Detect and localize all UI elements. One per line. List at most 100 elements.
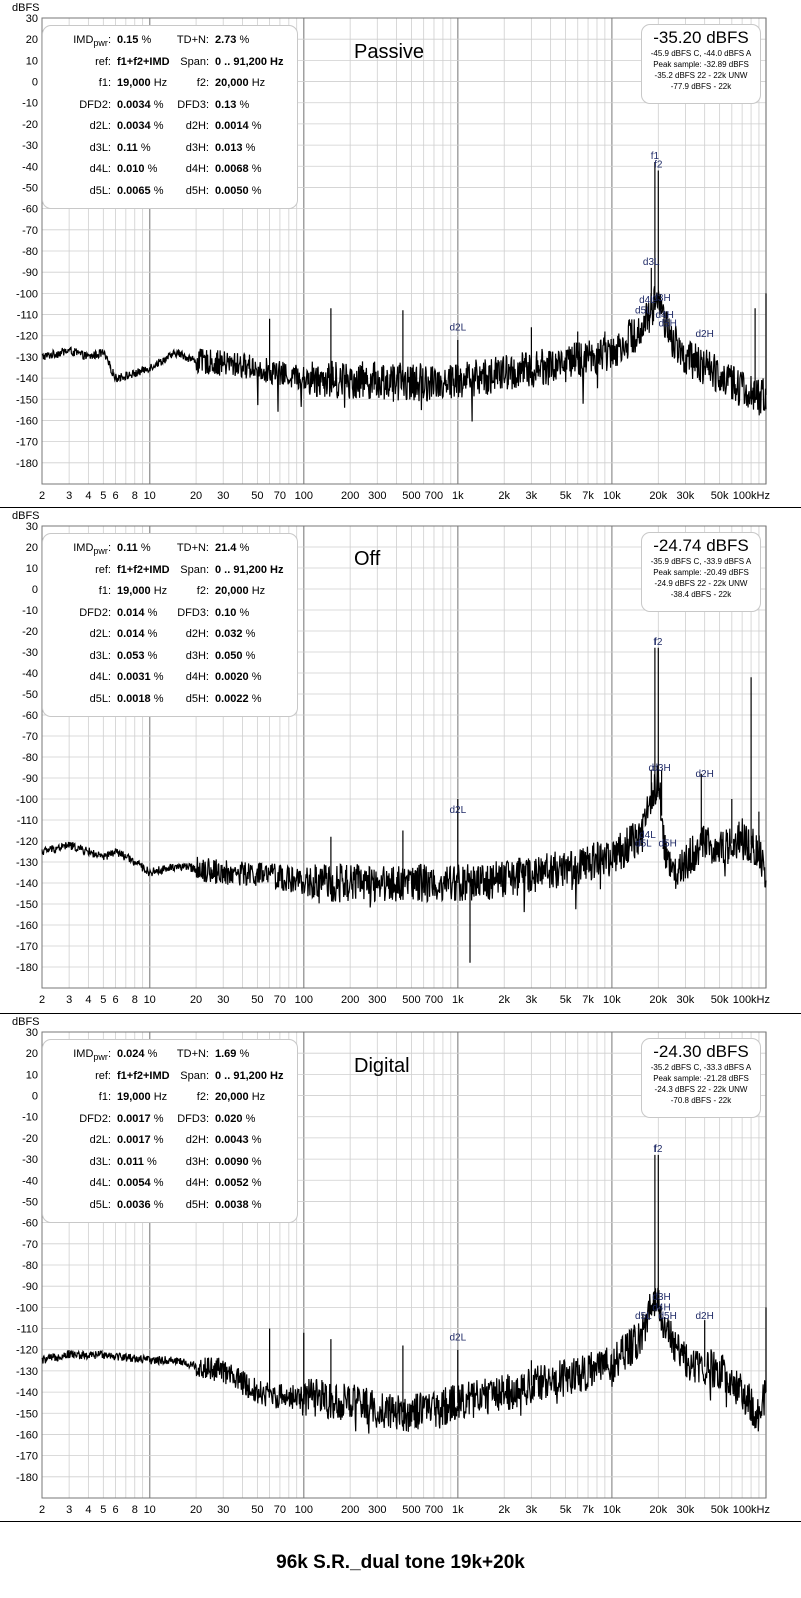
stat-unit: % xyxy=(242,141,256,154)
stat-value-tdn: 1.69 % xyxy=(215,1048,250,1060)
y-tick-label: -160 xyxy=(16,920,38,932)
stat-unit: % xyxy=(236,542,250,554)
stat-label-d5l: d5L: xyxy=(89,184,111,197)
stat-value-f1: 19,000 Hz xyxy=(117,585,168,597)
stat-value-imd: 0.024 % xyxy=(117,1048,158,1060)
stat-value-d3h: 0.050 % xyxy=(215,649,256,662)
y-tick-label: -100 xyxy=(16,794,38,806)
level-detail: -35.9 dBFS C, -33.9 dBFS A xyxy=(650,557,752,566)
stat-unit: % xyxy=(150,1198,164,1211)
stat-value-d2h: 0.0014 % xyxy=(215,120,262,132)
plot-frame xyxy=(41,525,767,989)
x-tick-label: 200 xyxy=(341,994,359,1006)
x-tick-label: 6 xyxy=(112,994,118,1006)
stats-row: f1: 19,000 Hz f2: 20,000 Hz xyxy=(43,1091,297,1111)
stat-value-dfd3: 0.13 % xyxy=(215,98,250,111)
chart-panel-digital: 30 20 10 0 -10 -20 -30 -40 -50 -60 -70 -80 -90 -100 -1… xyxy=(0,1014,801,1520)
level-detail: -70.8 dBFS - 22k xyxy=(670,1096,732,1105)
x-tick-label: 300 xyxy=(368,490,386,502)
y-tick-label: 30 xyxy=(26,1027,38,1039)
y-tick-label: -30 xyxy=(22,1154,38,1166)
x-tick-label: 2k xyxy=(498,1504,510,1516)
stat-unit: % xyxy=(236,1048,250,1060)
stat-label-f1: f1: xyxy=(98,585,111,597)
x-tick-label: 30 xyxy=(217,1504,229,1516)
y-tick-label: -140 xyxy=(16,878,38,890)
stat-label-d2h: d2H: xyxy=(185,1134,209,1146)
stats-row: ref: f1+f2+IMD Span: 0 .. 91,200 Hz xyxy=(43,56,297,76)
stat-label-tdn: TD+N: xyxy=(176,1048,209,1060)
stat-unit: % xyxy=(248,671,262,683)
level-main: -24.30 dBFS xyxy=(653,1042,749,1061)
stats-row: f1: 19,000 Hz f2: 20,000 Hz xyxy=(43,77,297,97)
y-tick-label: -80 xyxy=(22,246,38,258)
stat-value-f2: 20,000 Hz xyxy=(215,77,266,89)
x-tick-label: 30 xyxy=(217,994,229,1006)
stat-value-d2h: 0.0043 % xyxy=(215,1134,262,1146)
stat-label-span: Span: xyxy=(180,563,209,576)
x-tick-label: 1k xyxy=(452,490,464,502)
stat-label-d3h: d3H: xyxy=(185,141,209,154)
stat-value-f1: 19,000 Hz xyxy=(117,1091,168,1103)
y-tick-label: -160 xyxy=(16,1429,38,1441)
x-tick-label: 20k xyxy=(649,490,667,502)
stat-unit: % xyxy=(138,34,152,46)
x-tick-label: 30 xyxy=(217,490,229,502)
y-tick-label: 20 xyxy=(26,34,38,46)
chart-title: Digital xyxy=(354,1055,410,1077)
x-tick-label: 100kHz xyxy=(733,994,770,1006)
stat-value-d2h: 0.032 % xyxy=(215,628,256,640)
x-tick-label: 1k xyxy=(452,1504,464,1516)
y-tick-label: -180 xyxy=(16,458,38,470)
peak-marker-label: d3L xyxy=(643,257,660,268)
peak-marker-label: d xyxy=(648,763,654,774)
y-tick-label: 20 xyxy=(26,1048,38,1060)
spectrum-plot: 3020100-10-20-30-40-50-60-70-80-90-100-1… xyxy=(16,521,770,1006)
y-tick-label: -130 xyxy=(16,352,38,364)
stat-value-ref: f1+f2+IMD xyxy=(117,55,170,68)
stat-unit: Hz xyxy=(248,1091,266,1103)
y-tick-label: 10 xyxy=(26,1069,38,1081)
spectrum-series xyxy=(41,647,767,963)
x-tick-label: 10k xyxy=(603,490,621,502)
stat-unit: % xyxy=(150,692,164,705)
peak-marker-label: d4L xyxy=(639,295,656,306)
stat-value-d3h: 0.0090 % xyxy=(215,1155,262,1168)
x-tick-label: 2 xyxy=(39,994,45,1006)
y-tick-label: -80 xyxy=(22,1260,38,1272)
stat-unit: % xyxy=(248,1155,262,1168)
x-tick-label: 100kHz xyxy=(733,490,770,502)
peak-marker-label: f1 xyxy=(651,151,660,162)
peak-marker-label: f xyxy=(653,637,656,648)
stat-unit: % xyxy=(248,1198,262,1211)
x-tick-label: 10 xyxy=(144,1504,156,1516)
x-tick-label: 3k xyxy=(526,994,538,1006)
y-tick-label: -170 xyxy=(16,941,38,953)
stat-value-imd: 0.11 % xyxy=(117,542,151,554)
y-tick-label: -110 xyxy=(17,1324,38,1336)
level-detail: Peak sample: -20.49 dBFS xyxy=(653,568,749,577)
peak-marker-label: d2H xyxy=(696,329,714,340)
stat-value-ref: f1+f2+IMD xyxy=(117,1069,170,1082)
stat-label-d4h: d4H: xyxy=(185,1177,209,1189)
x-tick-label: 4 xyxy=(85,1504,91,1516)
stat-label-dfd3: DFD3: xyxy=(177,98,209,111)
stat-label-d3h: d3H: xyxy=(185,1155,209,1168)
stat-label-d2h: d2H: xyxy=(185,120,209,132)
y-tick-label: -70 xyxy=(22,225,38,237)
x-tick-label: 50k xyxy=(711,994,729,1006)
x-tick-label: 300 xyxy=(368,994,386,1006)
stats-row: d4L: 0.0031 % d4H: 0.0020 % xyxy=(43,671,297,691)
y-tick-label: -120 xyxy=(16,1345,38,1357)
stat-unit: Hz xyxy=(150,77,168,89)
stat-label-dfd2: DFD2: xyxy=(79,98,111,111)
y-tick-label: -170 xyxy=(16,437,38,449)
stats-row: IMDpwr: 0.024 % TD+N: 1.69 % xyxy=(43,1048,297,1068)
stat-label-d2l: d2L: xyxy=(89,120,111,132)
stat-unit: % xyxy=(248,1134,262,1146)
x-tick-label: 20 xyxy=(190,1504,202,1516)
x-tick-label: 2k xyxy=(498,994,510,1006)
stat-unit: % xyxy=(137,542,151,554)
stat-value-d2l: 0.0017 % xyxy=(117,1134,164,1146)
stat-value-d5h: 0.0038 % xyxy=(215,1198,262,1211)
